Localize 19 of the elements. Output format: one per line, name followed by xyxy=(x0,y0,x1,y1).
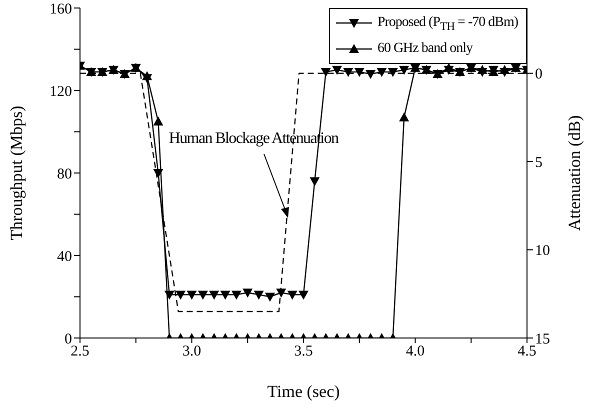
y2-axis-title: Attenuation (dB) xyxy=(565,115,584,231)
x-axis-title: Time (sec) xyxy=(267,382,340,401)
y2-tick-label: 5 xyxy=(535,154,542,171)
y2-tick-label: 15 xyxy=(535,331,550,348)
y-tick-label: 80 xyxy=(57,166,72,182)
x-tick-label: 4.5 xyxy=(518,344,536,360)
x-tick-label: 3.5 xyxy=(294,344,313,360)
y-tick-label: 40 xyxy=(57,248,72,265)
y2-tick-label: 0 xyxy=(535,66,542,83)
y-tick-label: 0 xyxy=(64,331,72,348)
x-tick-label: 3.0 xyxy=(182,344,202,360)
legend-label: Proposed (P$_{TH}$ = -70 dBm) xyxy=(377,15,518,33)
y-axis-title: Throughput (Mbps) xyxy=(7,106,26,240)
legend-label: 60 GHz band only xyxy=(377,40,472,56)
x-tick-label: 4.0 xyxy=(406,344,425,360)
y-tick-label: 160 xyxy=(50,1,72,18)
x-tick-label: 2.5 xyxy=(70,344,90,360)
y-tick-label: 120 xyxy=(50,84,72,100)
y2-tick-label: 10 xyxy=(535,243,550,260)
